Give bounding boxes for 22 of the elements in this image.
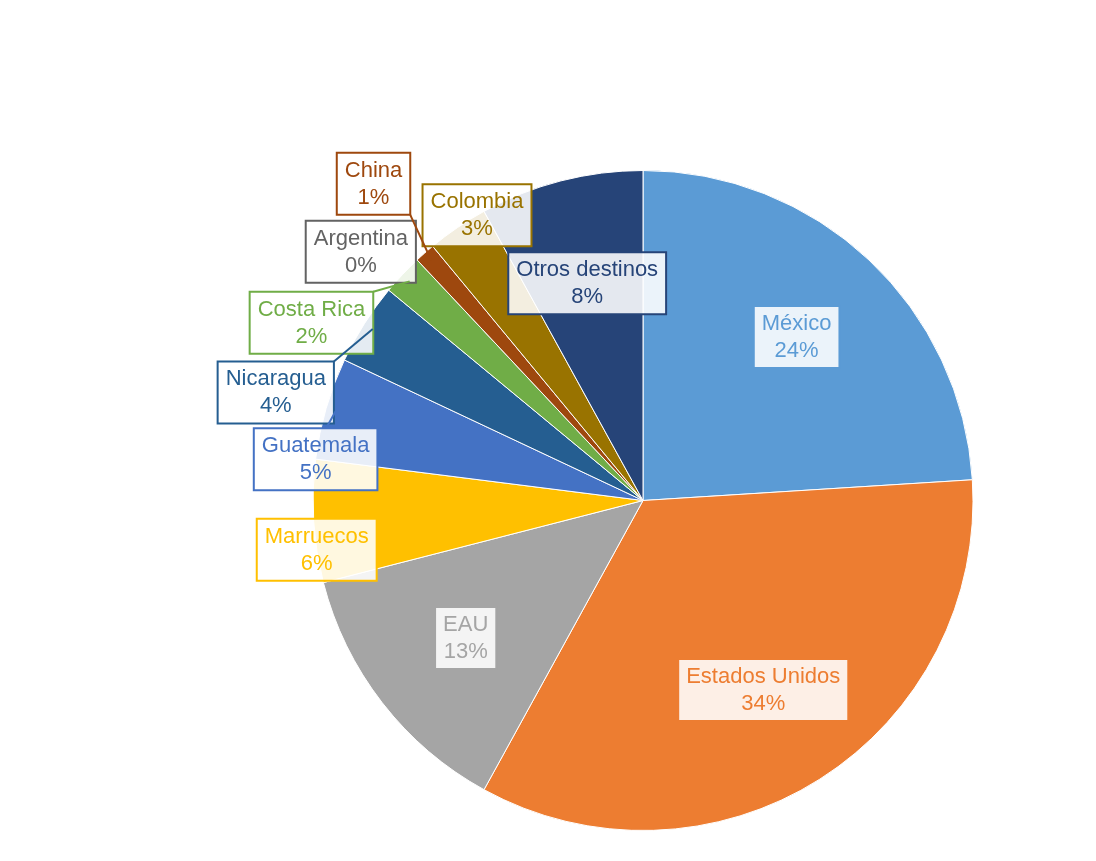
data-label: 34% [741, 690, 786, 716]
slice-label: Otros destinos [516, 256, 659, 282]
data-label: 13% [443, 638, 488, 664]
data-label: 3% [461, 215, 493, 241]
slice-label: China [344, 156, 404, 182]
text: 0% [344, 251, 377, 277]
data-label: 4% [259, 392, 292, 418]
data-label: 5% [299, 459, 332, 485]
data-label: 2% [295, 322, 328, 348]
slice-label: Estados Unidos [686, 663, 841, 689]
category-label: Argentina [313, 224, 408, 250]
slice-label: Guatemala [261, 432, 371, 458]
data-label: 6% [300, 549, 333, 575]
data-label: 24% [774, 336, 819, 362]
slice-label: Nicaragua [225, 365, 327, 391]
data-label: 8% [571, 283, 604, 309]
slice-label: EAU [443, 611, 489, 637]
slice-label: Costa Rica [257, 295, 367, 321]
data-label: 1% [357, 183, 390, 209]
slice-label: México [761, 309, 832, 335]
slice-label: Colombia [430, 188, 525, 214]
slice-label: Marruecos [264, 522, 369, 548]
